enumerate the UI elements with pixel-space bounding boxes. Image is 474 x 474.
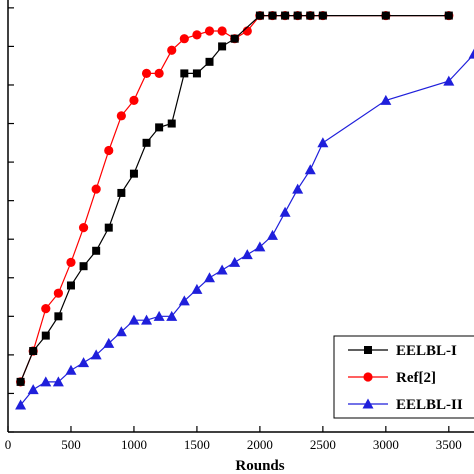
data-point-marker [281, 11, 290, 20]
data-point-marker [218, 42, 227, 51]
data-point-marker [54, 312, 63, 321]
data-point-marker [41, 304, 51, 314]
data-point-marker [266, 229, 278, 240]
series-line [20, 15, 449, 383]
data-point-marker [380, 94, 392, 105]
data-point-marker [204, 272, 216, 283]
data-point-marker [154, 68, 164, 79]
data-point-marker [104, 145, 114, 156]
data-point-marker [16, 377, 25, 386]
legend-label: EELBL-I [396, 343, 457, 359]
data-point-marker [229, 256, 241, 267]
data-point-marker [155, 123, 164, 132]
data-point-marker [178, 295, 190, 306]
data-point-marker [180, 69, 189, 78]
series-0 [16, 11, 453, 386]
x-axis-title: Rounds [235, 458, 284, 474]
legend-label: EELBL-II [396, 397, 463, 413]
data-point-marker [167, 45, 177, 55]
data-point-marker [53, 288, 63, 298]
x-tick-label: 1000 [121, 437, 147, 452]
data-point-marker [268, 11, 277, 20]
series-2 [15, 48, 474, 410]
data-point-marker [304, 164, 316, 175]
data-point-marker [179, 34, 189, 44]
data-point-marker [78, 357, 90, 368]
data-point-marker [279, 206, 291, 217]
data-point-marker [241, 249, 253, 260]
data-point-marker [205, 57, 214, 66]
data-point-marker [317, 137, 329, 148]
data-point-marker [104, 223, 113, 232]
data-point-marker [65, 364, 77, 375]
data-point-marker [15, 399, 27, 410]
x-tick-labels: 0 500 1000 1500 2000 2500 3000 3500 [5, 437, 462, 452]
legend-entry: EELBL-I [348, 343, 457, 359]
data-point-marker [191, 283, 203, 294]
data-point-marker [216, 264, 228, 275]
data-point-marker [292, 183, 304, 194]
x-tick-label: 0 [5, 437, 12, 452]
data-point-marker [217, 26, 227, 36]
data-point-marker [78, 223, 89, 233]
data-point-marker [129, 169, 138, 178]
data-point-marker [141, 314, 153, 325]
data-point-marker [204, 26, 215, 36]
data-point-marker [29, 347, 38, 356]
series-line [20, 15, 449, 383]
data-point-marker [41, 331, 50, 340]
data-point-marker [66, 281, 75, 290]
data-point-marker [128, 314, 140, 325]
data-point-marker [116, 111, 126, 121]
data-point-marker [115, 326, 127, 337]
x-tick-label: 1500 [184, 437, 210, 452]
data-point-marker [192, 69, 201, 78]
data-point-marker [92, 246, 101, 255]
legend-entry: Ref[2] [348, 370, 436, 386]
data-point-marker [364, 346, 372, 354]
data-point-marker [66, 257, 76, 267]
data-point-marker [129, 95, 139, 105]
data-point-marker [117, 188, 126, 197]
data-point-marker [318, 11, 327, 20]
x-tick-label: 3500 [436, 437, 462, 452]
x-tick-label: 2500 [310, 437, 336, 452]
x-tick-label: 500 [61, 437, 81, 452]
legend-label: Ref[2] [396, 370, 436, 386]
data-point-marker [79, 262, 88, 271]
data-point-marker [306, 11, 315, 20]
data-point-marker [230, 34, 239, 43]
data-point-marker [166, 310, 178, 321]
data-point-marker [27, 384, 39, 395]
data-point-marker [254, 241, 266, 252]
plot-series [15, 10, 474, 410]
data-point-marker [40, 376, 52, 387]
data-point-marker [362, 398, 374, 409]
series-line [20, 53, 474, 406]
data-point-marker [52, 376, 64, 387]
data-point-marker [142, 138, 151, 147]
data-point-marker [468, 48, 474, 59]
data-point-marker [443, 75, 455, 86]
data-point-marker [90, 349, 102, 360]
data-point-marker [91, 184, 101, 194]
data-point-marker [255, 11, 264, 20]
data-point-marker [167, 119, 176, 128]
legend-entry: EELBL-II [348, 397, 463, 413]
data-point-marker [363, 372, 373, 382]
series-1 [15, 10, 454, 387]
data-point-marker [141, 68, 152, 79]
data-point-marker [293, 11, 302, 20]
data-point-marker [192, 30, 202, 40]
axes [7, 0, 474, 433]
data-point-marker [444, 11, 453, 20]
x-tick-label: 2000 [247, 437, 273, 452]
data-point-marker [381, 11, 390, 20]
data-point-marker [153, 310, 165, 321]
x-tick-label: 3000 [373, 437, 399, 452]
legend: EELBL-I Ref[2] EELBL-II [333, 335, 474, 419]
data-point-marker [103, 337, 115, 348]
